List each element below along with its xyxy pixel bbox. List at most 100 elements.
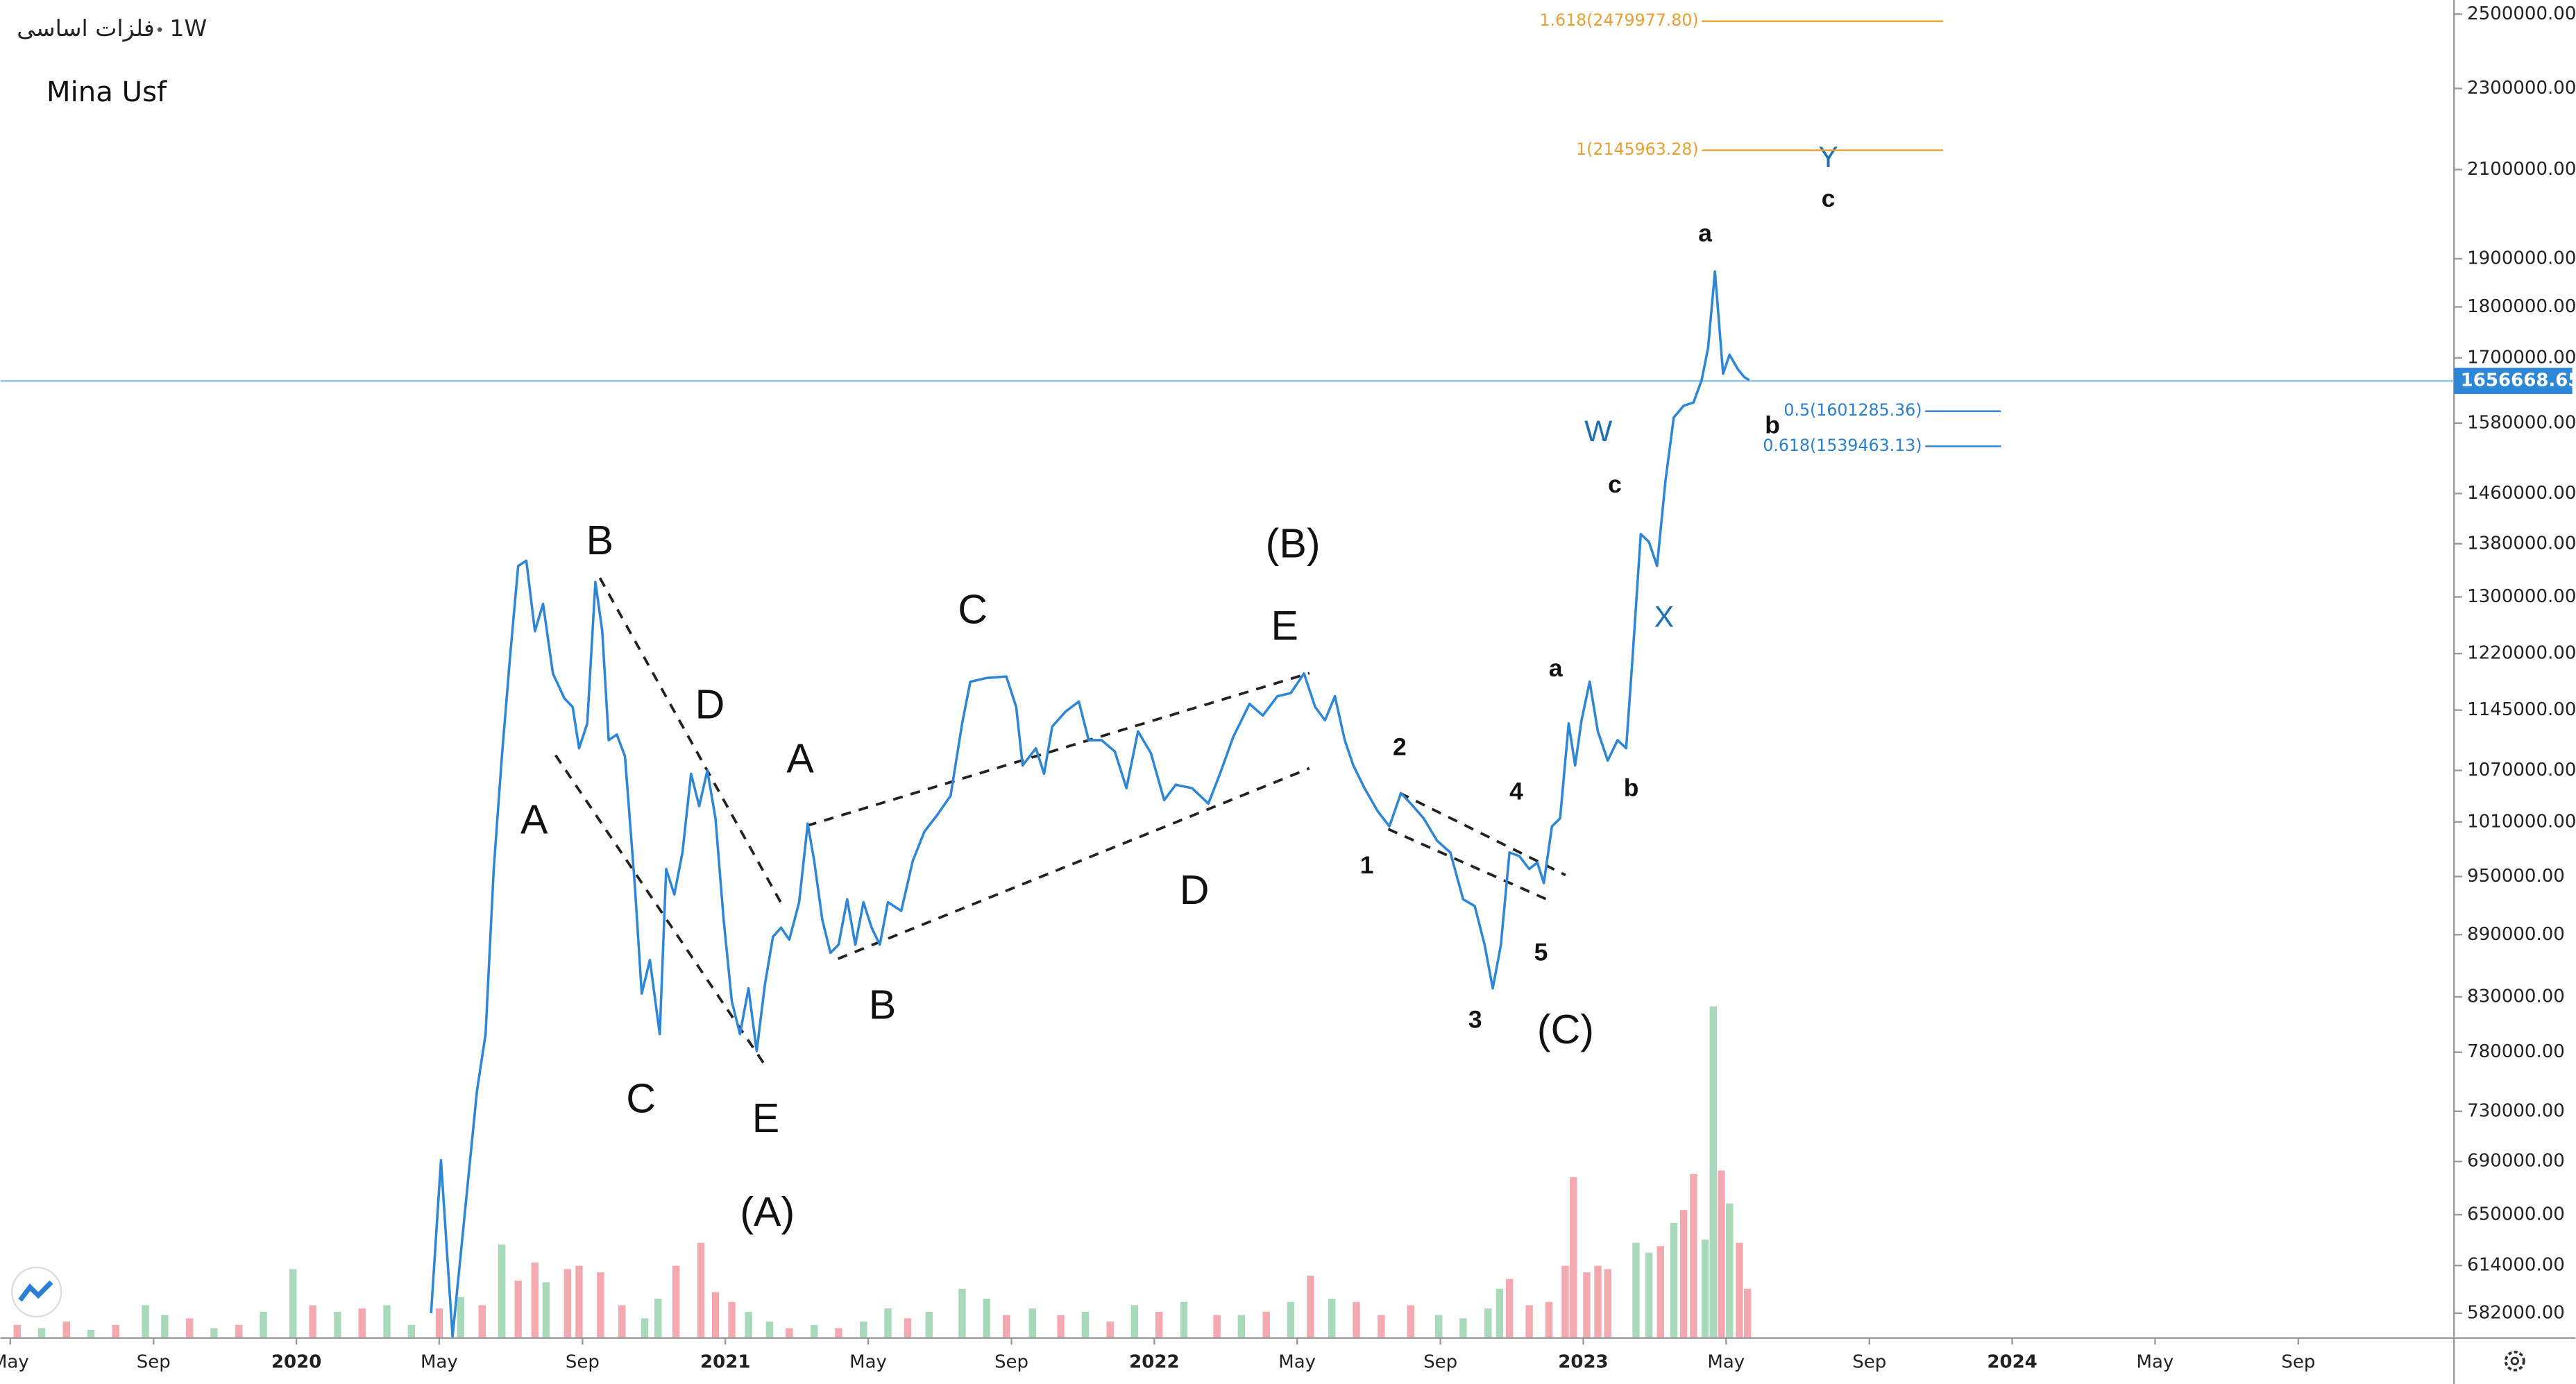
- volume-bar: [186, 1318, 194, 1338]
- wave-label: (B): [1266, 520, 1321, 567]
- volume-bar: [1262, 1311, 1270, 1338]
- volume-bar: [1057, 1315, 1065, 1338]
- volume-bar: [1155, 1311, 1163, 1338]
- volume-bar: [289, 1269, 297, 1338]
- volume-bar: [765, 1322, 774, 1338]
- volume-bar: [1709, 1006, 1717, 1338]
- wave-label: D: [1180, 866, 1210, 913]
- volume-bar: [810, 1324, 818, 1338]
- y-tick-label: 780000.00: [2467, 1041, 2565, 1062]
- wave-label: 4: [1509, 777, 1523, 805]
- volume-bar: [478, 1305, 486, 1338]
- volume-bar: [1353, 1301, 1360, 1338]
- y-tick-label: 2300000.00: [2467, 78, 2576, 99]
- y-tick-label: 1300000.00: [2467, 586, 2576, 607]
- volume-bar: [37, 1328, 46, 1338]
- volume-bar: [1484, 1308, 1492, 1338]
- x-tick-label: 2024: [1987, 1352, 2037, 1373]
- volume-bar: [1130, 1305, 1139, 1338]
- volume-bar: [1328, 1298, 1336, 1338]
- settings-icon[interactable]: [2504, 1350, 2525, 1372]
- wave-label: X: [1654, 600, 1674, 633]
- price-line: [430, 270, 1750, 1338]
- trend-lines: [554, 577, 1566, 1065]
- volume-bar: [210, 1328, 218, 1338]
- volume-bar: [1679, 1210, 1688, 1338]
- trend-line: [1387, 828, 1548, 901]
- y-tick-label: 2500000.00: [2467, 3, 2576, 24]
- volume-bar: [1604, 1269, 1611, 1338]
- volume-bar: [260, 1311, 267, 1338]
- author: Mina Usf: [46, 76, 167, 108]
- volume-bar: [161, 1315, 169, 1338]
- x-tick-label: Sep: [1423, 1352, 1457, 1373]
- wave-label: D: [695, 681, 725, 728]
- wave-label: 1: [1360, 851, 1374, 879]
- volume-bar: [542, 1282, 550, 1338]
- x-tick-label: May: [0, 1352, 29, 1373]
- volume-bar: [1583, 1272, 1591, 1338]
- volume-bar: [1726, 1203, 1734, 1338]
- fib-level-label: 1.618(2479977.80): [1539, 10, 1698, 30]
- wave-label: a: [1549, 654, 1563, 682]
- logo-mark: [18, 1280, 53, 1302]
- volume-bar: [983, 1298, 990, 1338]
- x-tick-label: May: [1707, 1352, 1745, 1373]
- volume-bar: [1632, 1242, 1640, 1338]
- volume-bar: [958, 1288, 966, 1338]
- y-tick-label: 1900000.00: [2467, 248, 2576, 268]
- wave-label: A: [786, 735, 814, 782]
- wave-labels: B A D C E (A) A B C (B) E D (C) 2 1 3 4 …: [520, 141, 1838, 1235]
- last-price-box: [2454, 368, 2573, 394]
- y-tick-label: 1010000.00: [2467, 811, 2576, 832]
- volume-bar: [1570, 1177, 1577, 1338]
- volume-bar: [1656, 1246, 1664, 1338]
- volume-bar: [358, 1308, 366, 1338]
- volume-bar: [1213, 1315, 1221, 1338]
- x-tick-label: May: [849, 1352, 887, 1373]
- volume-bar: [1002, 1315, 1010, 1338]
- volume-bar: [1690, 1174, 1697, 1338]
- volume-bar: [407, 1324, 415, 1338]
- gear-hub[interactable]: [2510, 1356, 2519, 1366]
- volume-bar: [884, 1308, 892, 1338]
- y-tick-label: 730000.00: [2467, 1100, 2565, 1121]
- gear[interactable]: [2504, 1350, 2525, 1372]
- x-tick-label: Sep: [566, 1352, 600, 1373]
- wave-label: b: [1765, 411, 1780, 439]
- volume-bar: [860, 1322, 867, 1338]
- volume-bar: [1495, 1288, 1504, 1338]
- volume-bar: [1287, 1301, 1295, 1338]
- wave-label: E: [752, 1095, 779, 1141]
- volume-bar: [1561, 1265, 1569, 1338]
- volume-bar: [654, 1298, 662, 1338]
- wave-label: b: [1624, 774, 1639, 802]
- wave-label: A: [520, 796, 548, 842]
- wave-label: 5: [1534, 938, 1548, 966]
- trend-line: [598, 577, 786, 909]
- volume-bar: [564, 1269, 571, 1338]
- y-tick-label: 1220000.00: [2467, 643, 2576, 664]
- x-tick-label: Sep: [994, 1352, 1028, 1373]
- x-tick-label: 2021: [700, 1352, 750, 1373]
- volume-bar: [1106, 1322, 1114, 1338]
- y-tick-label: 2100000.00: [2467, 159, 2576, 180]
- volume-bar: [1378, 1315, 1385, 1338]
- volume-bar: [62, 1322, 71, 1338]
- y-tick-label: 950000.00: [2467, 866, 2565, 887]
- y-tick-label: 1800000.00: [2467, 296, 2576, 317]
- volume-bar: [1180, 1301, 1188, 1338]
- y-tick-label: 890000.00: [2467, 924, 2565, 945]
- volume-bar: [1028, 1308, 1037, 1338]
- x-tick-label: 2023: [1558, 1352, 1608, 1373]
- volume-bar: [925, 1311, 933, 1338]
- tradingview-logo: [11, 1266, 62, 1318]
- wave-label: B: [869, 982, 896, 1028]
- volume-bar: [87, 1329, 95, 1338]
- volume-bar: [835, 1328, 842, 1338]
- symbol: فلزات اساسی: [17, 15, 154, 42]
- y-tick-label: 614000.00: [2467, 1255, 2565, 1276]
- wave-label: B: [586, 517, 613, 563]
- y-tick-label: 830000.00: [2467, 986, 2565, 1007]
- volume-bar: [728, 1301, 736, 1338]
